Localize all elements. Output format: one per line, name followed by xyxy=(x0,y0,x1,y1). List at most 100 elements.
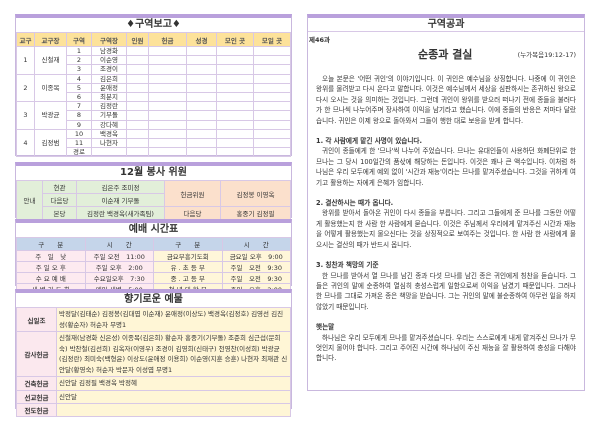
table-row: 주 일 오 후 주일 오후 2:00 유 . 초 등 부 주일 오전 9:30 xyxy=(16,261,291,273)
entry-cell[interactable] xyxy=(216,91,254,103)
entry-cell[interactable] xyxy=(148,73,187,84)
entry-cell[interactable] xyxy=(186,45,217,57)
entry-cell[interactable] xyxy=(186,147,217,158)
entry-cell[interactable] xyxy=(148,101,187,112)
parish-number: 3 xyxy=(16,101,35,130)
entry-cell[interactable] xyxy=(216,45,254,57)
entry-cell[interactable] xyxy=(253,101,291,112)
entry-cell[interactable] xyxy=(126,110,149,121)
offering-type: 건축헌금 xyxy=(16,376,57,391)
entry-cell[interactable] xyxy=(148,147,187,158)
entry-cell[interactable] xyxy=(216,110,254,121)
table-row: 수 요 예 배 수요일오후 7:30 중 . 고 등 부 주일 오전 9:30 xyxy=(16,272,291,284)
entry-cell[interactable] xyxy=(148,82,187,93)
entry-cell[interactable] xyxy=(216,82,254,93)
offerings-title: 향기로운 예물 xyxy=(124,294,183,305)
entry-cell[interactable] xyxy=(126,45,149,57)
entry-cell[interactable] xyxy=(253,128,291,139)
offering-type: 전도헌금 xyxy=(16,403,57,417)
entry-cell[interactable] xyxy=(186,110,217,121)
entry-cell[interactable] xyxy=(253,147,291,158)
entry-cell[interactable] xyxy=(216,64,254,75)
entry-cell[interactable] xyxy=(186,137,217,149)
entry-cell[interactable] xyxy=(216,137,254,149)
entry-cell[interactable] xyxy=(186,82,217,93)
service-names: 김정란 백경옥(새가족팀) xyxy=(76,206,165,220)
column-header: 교구 xyxy=(16,32,35,47)
column-header: 성경 xyxy=(186,32,217,47)
entry-cell[interactable] xyxy=(216,55,254,66)
table-row: 3 조경이 xyxy=(17,64,291,75)
entry-cell[interactable] xyxy=(253,91,291,103)
entry-cell[interactable] xyxy=(253,73,291,84)
entry-cell[interactable] xyxy=(148,110,187,121)
entry-cell[interactable] xyxy=(148,45,187,57)
entry-cell[interactable] xyxy=(148,64,187,75)
entry-cell[interactable] xyxy=(148,119,187,130)
service-name: 주 일 오 후 xyxy=(16,261,86,273)
entry-cell[interactable] xyxy=(126,91,149,103)
district-leader: 백경옥 xyxy=(91,128,127,139)
entry-cell[interactable] xyxy=(126,101,149,112)
table-row: 2 이종목 4 김은희 xyxy=(16,73,291,103)
offering-type: 선교헌금 xyxy=(16,389,57,404)
district-number: 1 xyxy=(66,45,92,57)
district-number: 10 xyxy=(66,128,92,139)
offering-names: 박정달(김태순) 김정봉(김대엽 이순재) 윤애정(이상도) 백경옥(김정호) … xyxy=(56,307,291,332)
entry-cell[interactable] xyxy=(126,137,149,149)
entry-cell[interactable] xyxy=(126,147,149,158)
entry-cell[interactable] xyxy=(126,82,149,93)
entry-cell[interactable] xyxy=(126,55,149,66)
entry-cell[interactable] xyxy=(148,137,187,149)
entry-cell[interactable] xyxy=(253,55,291,66)
district-number: 경로 xyxy=(66,147,92,158)
offering-names: 신철재(남경화 신은성) 이종목(김은희) 황순자 홍중기(기부돌) 조준희 심… xyxy=(56,331,291,377)
entry-cell[interactable] xyxy=(216,73,254,84)
entry-cell[interactable] xyxy=(126,73,149,84)
service-time: 주일 오전 9:30 xyxy=(221,261,291,273)
entry-cell[interactable] xyxy=(216,119,254,130)
entry-cell[interactable] xyxy=(253,64,291,75)
table-row: 9 강다혜 xyxy=(17,119,291,130)
district-leader: 나현자 xyxy=(91,137,127,149)
entry-cell[interactable] xyxy=(216,101,254,112)
offering-names xyxy=(56,403,291,417)
offering-committee-names: 김정봉 이영옥 xyxy=(220,180,291,207)
district-report-title: ♦구역보고♦ xyxy=(126,19,181,30)
entry-cell[interactable] xyxy=(216,128,254,139)
entry-cell[interactable] xyxy=(216,147,254,158)
district-number: 5 xyxy=(66,82,92,93)
column-header: 헌금 xyxy=(148,32,187,47)
entry-cell[interactable] xyxy=(148,91,187,103)
table-row: 11 나현자 xyxy=(17,137,291,149)
entry-cell[interactable] xyxy=(148,128,187,139)
district-report: ♦구역보고♦ 교구 교구장 구역 구역장 인원 헌금 성경 모인 곳 모일 곳 1 신철재 1 남경화 2… xyxy=(15,14,292,158)
offering-type: 감사헌금 xyxy=(16,331,57,377)
district-leader: 기부돌 xyxy=(91,110,127,121)
entry-cell[interactable] xyxy=(253,137,291,149)
entry-cell[interactable] xyxy=(253,110,291,121)
entry-cell[interactable] xyxy=(186,73,217,84)
entry-cell[interactable] xyxy=(186,119,217,130)
service-time: 금요일 오후 9:00 xyxy=(221,250,291,262)
entry-cell[interactable] xyxy=(148,55,187,66)
section-heading: 2. 결산하시는 때가 옵니다. xyxy=(316,199,394,208)
service-time: 주일 오전 11:00 xyxy=(84,250,154,262)
entry-cell[interactable] xyxy=(253,45,291,57)
district-leader: 윤애정 xyxy=(91,82,127,93)
district-number: 9 xyxy=(66,119,92,130)
entry-cell[interactable] xyxy=(253,119,291,130)
district-leader: 조경이 xyxy=(91,64,127,75)
entry-cell[interactable] xyxy=(186,64,217,75)
entry-cell[interactable] xyxy=(126,128,149,139)
entry-cell[interactable] xyxy=(186,101,217,112)
parish-leader: 박광균 xyxy=(34,101,67,130)
entry-cell[interactable] xyxy=(186,128,217,139)
entry-cell[interactable] xyxy=(126,119,149,130)
district-leader: 강다혜 xyxy=(91,119,127,130)
entry-cell[interactable] xyxy=(126,64,149,75)
entry-cell[interactable] xyxy=(186,55,217,66)
entry-cell[interactable] xyxy=(253,82,291,93)
entry-cell[interactable] xyxy=(186,91,217,103)
